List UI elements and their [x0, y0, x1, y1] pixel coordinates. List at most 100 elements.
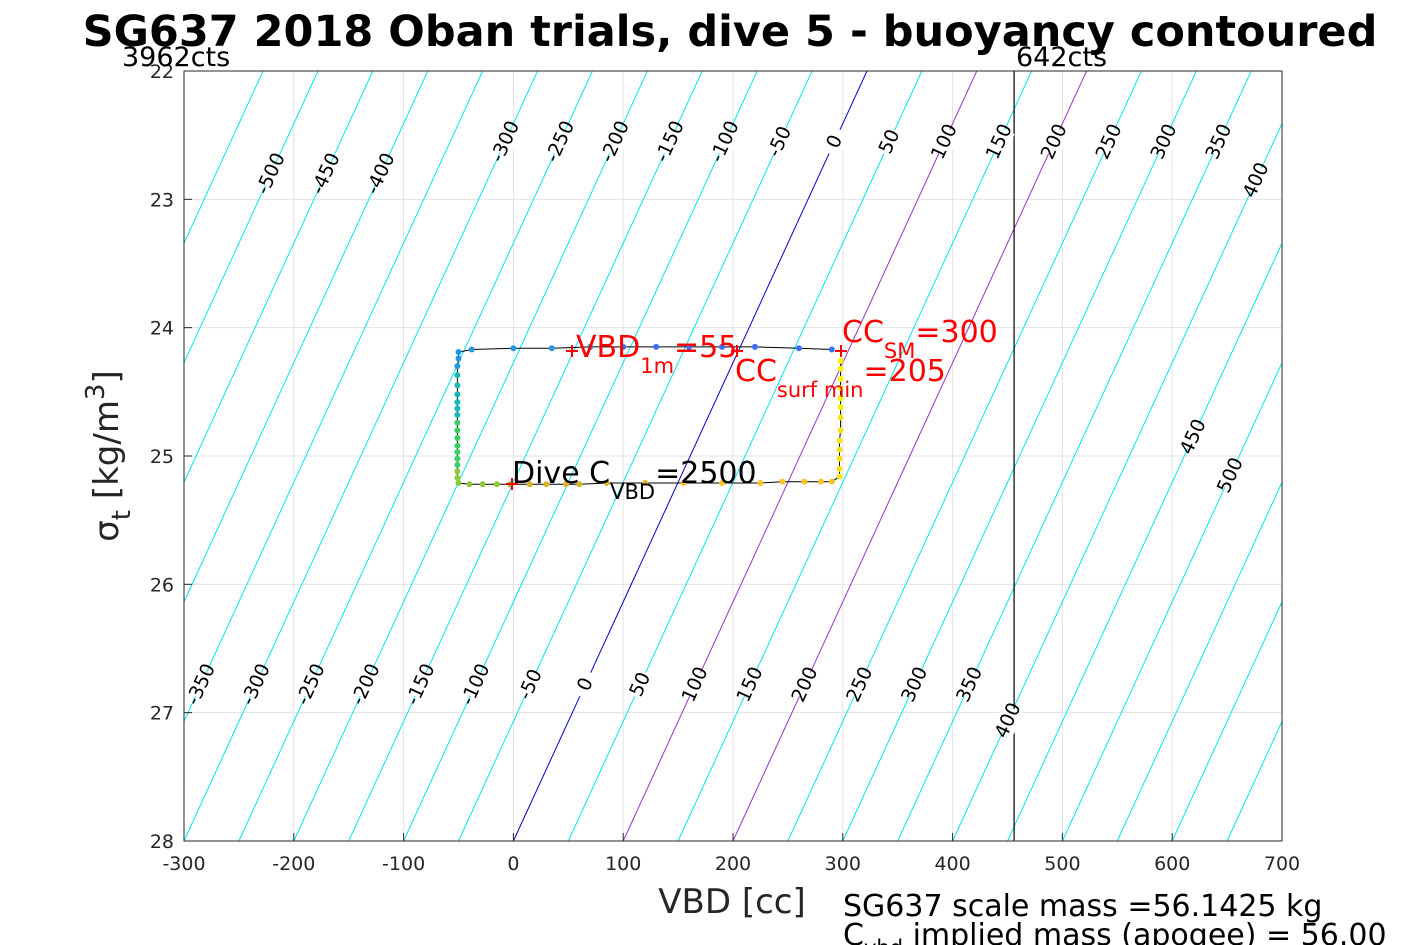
footer-implied-mass-rest: implied mass (apogee) = 56.00 [903, 918, 1387, 945]
dive-trace-point [642, 479, 649, 486]
buoyancy-contours [184, 71, 1282, 841]
x-tick-label: 0 [507, 853, 519, 875]
dive-trace-point [779, 478, 786, 485]
contour-label-bg [599, 125, 631, 158]
dive-trace-point [543, 481, 550, 488]
dive-trace-point [454, 442, 461, 449]
contour-label-bg [460, 668, 491, 701]
y-tick-label: 22 [150, 61, 174, 83]
y-axis-label-sub: t [107, 510, 137, 520]
contour-label-bg [350, 668, 382, 701]
x-tick-label: -300 [162, 853, 205, 875]
dive-trace-point [454, 372, 461, 379]
contour-label-bg [874, 125, 905, 158]
buoyancy-contour-line [458, 71, 813, 841]
x-tick-label: 500 [1044, 853, 1080, 875]
dive-trace-point [454, 468, 461, 475]
contour-label-bg [1038, 125, 1070, 158]
dive-trace-point [455, 479, 462, 486]
marker-label-main: CC [735, 354, 777, 389]
dive-trace-point [836, 446, 843, 453]
contour-label-bg [764, 125, 796, 158]
buoyancy-contour-line [1007, 241, 1282, 841]
dive-trace-point [719, 479, 726, 486]
y-tick-label: 27 [150, 703, 174, 725]
dive-trace-point [836, 455, 843, 462]
contour-label-bg [185, 668, 217, 701]
contour-label-bg [569, 668, 601, 701]
dive-trace-point [837, 404, 844, 411]
counts-right-label: 642cts [1016, 42, 1107, 73]
marker-label: Dive CVBD=2500 [512, 456, 757, 504]
y-tick-label: 24 [150, 318, 174, 340]
dive-trace-point [563, 481, 570, 488]
contour-label-bg [1203, 125, 1235, 158]
y-axis-label-main: [kg/m [87, 400, 127, 510]
buoyancy-contour-line [732, 71, 1088, 841]
marker-label-sub: SM [884, 339, 915, 363]
contour-label-bg [983, 125, 1015, 158]
contour-label-bg [954, 668, 986, 701]
buoyancy-contour-line [512, 71, 868, 841]
marker-label: CCsurf min=205 [735, 354, 946, 402]
dive-trace-point [751, 343, 758, 350]
dive-trace-point [801, 478, 808, 485]
marker-label-main: CC [842, 315, 884, 350]
dive-trace-point [493, 481, 500, 488]
contour-label-bg [928, 125, 960, 158]
plot-area: -500 -450 -400-300 -250 -200 -150 -100 -50 0 50 10… [150, 61, 1300, 875]
y-axis-label-sup: 3 [81, 384, 111, 401]
buoyancy-contour-line [184, 71, 319, 364]
contour-label-bg [255, 157, 287, 191]
marker-label: CCSM=300 [842, 315, 998, 363]
contour-label-bg [734, 668, 766, 701]
buoyancy-contour-line [897, 71, 1252, 841]
contour-label-bg [789, 668, 821, 701]
dive-trace-point [454, 363, 461, 370]
buoyancy-contour-line [1171, 600, 1282, 841]
dive-trace-point [837, 427, 844, 434]
contour-label-bg [489, 125, 521, 158]
contour-label-bg [405, 668, 437, 701]
contour-label-bg [365, 157, 397, 191]
x-tick-label: 700 [1264, 853, 1300, 875]
dive-trace-point [454, 427, 461, 434]
contour-label-bg [514, 668, 546, 701]
x-tick-label: 300 [825, 853, 861, 875]
x-tick-label: -200 [272, 853, 315, 875]
y-tick-label: 28 [150, 831, 174, 853]
contour-label-bg [1240, 163, 1272, 197]
footer-implied-mass-main: C [843, 918, 864, 945]
x-tick-label: 100 [605, 853, 641, 875]
contour-label-bg [295, 668, 327, 701]
dive-trace-point [837, 395, 844, 402]
marker-label-value: =205 [863, 354, 945, 389]
dive-trace-point [454, 405, 461, 412]
dive-trace-point [836, 465, 843, 472]
dive-trace-point [466, 481, 473, 488]
dive-trace-point [828, 478, 835, 485]
dive-trace-point [454, 435, 461, 442]
buoyancy-contour-line [348, 71, 703, 841]
dive-trace-point [686, 343, 693, 350]
dive-trace-point [455, 349, 462, 356]
buoyancy-contour-line [293, 71, 648, 841]
dive-trace-point [468, 346, 475, 353]
dive-trace-point [454, 474, 461, 481]
footer-implied-mass: Cvbd implied mass (apogee) = 56.00 [843, 918, 1387, 945]
buoyancy-contour-line [1116, 481, 1282, 841]
dive-trace-point [587, 343, 594, 350]
contour-label-bg [310, 157, 342, 191]
dive-trace-point [454, 391, 461, 398]
contour-label-bg [1177, 420, 1209, 454]
buoyancy-contour-line [403, 71, 758, 841]
y-tick-label: 26 [150, 574, 174, 596]
dive-trace-point [828, 346, 835, 353]
contour-label-bg [1093, 125, 1125, 158]
dive-trace-point [836, 437, 843, 444]
contour-label-bg [1148, 125, 1180, 158]
marker-label-main: Dive C [512, 456, 610, 491]
dive-trace-point [454, 419, 461, 426]
